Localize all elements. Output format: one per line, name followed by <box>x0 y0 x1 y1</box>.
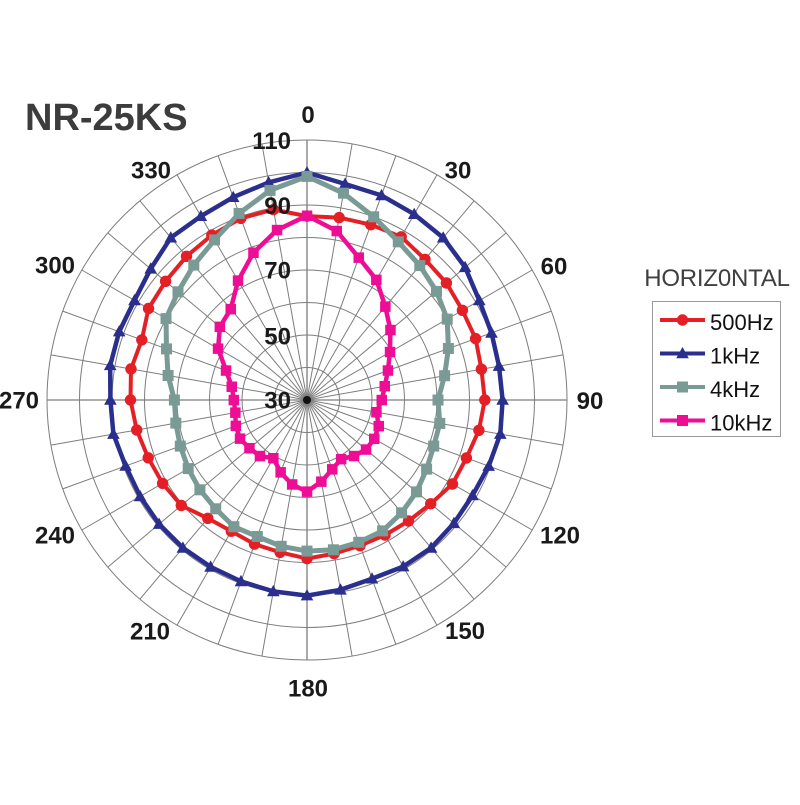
svg-text:60: 60 <box>541 254 568 281</box>
svg-text:30: 30 <box>264 388 291 415</box>
svg-text:0: 0 <box>301 102 314 129</box>
svg-text:HORIZ0NTAL: HORIZ0NTAL <box>644 265 790 292</box>
svg-text:210: 210 <box>130 619 170 646</box>
svg-text:110: 110 <box>252 128 291 155</box>
svg-text:30: 30 <box>445 158 472 185</box>
svg-text:10kHz: 10kHz <box>710 411 772 436</box>
svg-text:330: 330 <box>131 158 171 185</box>
svg-text:270: 270 <box>0 388 39 415</box>
svg-text:70: 70 <box>264 258 291 285</box>
svg-text:120: 120 <box>540 523 580 550</box>
svg-text:300: 300 <box>35 253 75 280</box>
svg-text:150: 150 <box>445 618 485 645</box>
svg-text:240: 240 <box>35 523 75 550</box>
svg-text:1kHz: 1kHz <box>710 344 760 369</box>
svg-text:NR-25KS: NR-25KS <box>25 97 188 139</box>
svg-text:4kHz: 4kHz <box>710 377 760 402</box>
svg-text:180: 180 <box>288 676 328 703</box>
svg-text:90: 90 <box>577 388 604 415</box>
svg-text:500Hz: 500Hz <box>710 310 774 335</box>
svg-text:50: 50 <box>264 324 291 351</box>
svg-text:90: 90 <box>264 193 291 220</box>
